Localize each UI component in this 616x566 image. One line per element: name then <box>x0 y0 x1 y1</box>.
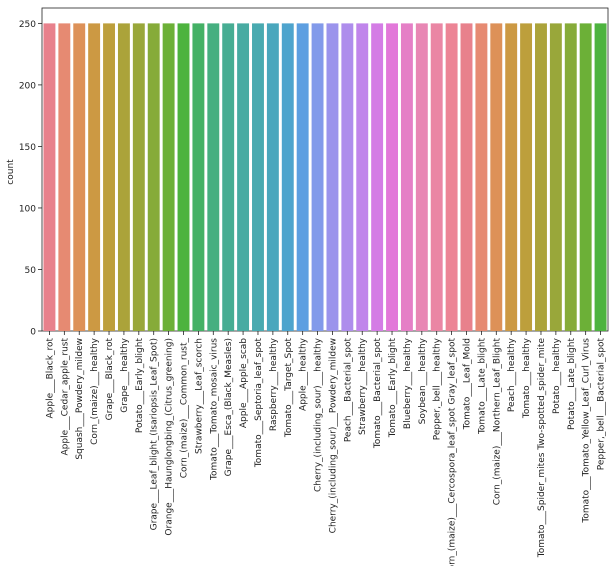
bar <box>177 23 190 331</box>
x-tick-label: Tomato___Late_blight <box>477 338 487 436</box>
x-tick-label: Corn_(maize)___healthy <box>90 337 100 445</box>
x-axis: Apple___Black_rot Apple___Cedar_apple_rus… <box>45 331 607 566</box>
bar <box>207 23 220 331</box>
x-tick-label: Raspberry___healthy <box>269 337 279 431</box>
x-tick-label: Apple___Black_rot <box>45 338 55 419</box>
bar <box>475 23 488 331</box>
bar <box>400 23 413 331</box>
y-axis-label: count <box>6 159 16 185</box>
bar <box>266 23 279 331</box>
y-tick-label: 150 <box>19 143 36 153</box>
bar <box>356 23 369 331</box>
bar <box>162 23 175 331</box>
y-axis: 0 50 100 150 200 250 <box>19 20 42 338</box>
bars <box>43 23 607 331</box>
bar <box>460 23 473 331</box>
x-tick-label: Pepper,_bell___Bacterial_spot <box>597 338 607 471</box>
x-tick-label: Orange___Haunglongbing_(Citrus_greening) <box>165 338 175 536</box>
bar <box>296 23 309 331</box>
x-tick-label: Tomato___Leaf_Mold <box>463 338 473 430</box>
plot-frame <box>41 7 609 332</box>
x-tick-label: Strawberry___healthy <box>358 337 368 435</box>
x-tick-label: Tomato___Tomato_Yellow_Leaf_Curl_Virus <box>582 338 592 524</box>
bar <box>252 23 264 331</box>
bar <box>505 23 518 331</box>
y-tick-label: 50 <box>25 266 37 276</box>
bar <box>386 23 398 331</box>
bar <box>147 23 160 331</box>
x-tick-label: Potato___Early_blight <box>135 338 145 434</box>
y-tick-label: 0 <box>30 328 36 338</box>
x-tick-label: Peach___healthy <box>507 337 517 412</box>
bar <box>326 23 339 331</box>
x-tick-label: Tomato___Target_Spot <box>284 338 294 439</box>
x-tick-label: Tomato___Early_blight <box>388 338 398 439</box>
bar <box>490 23 503 331</box>
x-tick-label: Tomato___Spider_mites Two-spotted_spider… <box>537 338 547 559</box>
x-tick-label: Peach___Bacterial_spot <box>343 338 353 443</box>
x-tick-label: Apple___Cedar_apple_rust <box>60 338 70 456</box>
bar <box>564 23 577 331</box>
bar <box>88 23 101 331</box>
x-tick-label: Potato___healthy <box>552 337 562 414</box>
x-tick-label: Grape___Esca_(Black_Measles) <box>224 338 234 476</box>
x-tick-label: Grape___Black_rot <box>105 338 115 421</box>
x-tick-label: Blueberry___healthy <box>403 337 413 429</box>
bar <box>311 23 324 331</box>
bar <box>222 23 235 331</box>
bar <box>237 23 250 331</box>
bar <box>132 23 145 331</box>
x-tick-label: Tomato___Bacterial_spot <box>373 338 383 450</box>
x-tick-label: Grape___healthy <box>120 337 130 412</box>
bar <box>579 23 592 331</box>
x-tick-label: Cherry_(including_sour)___healthy <box>314 337 324 492</box>
bar <box>535 23 547 331</box>
x-tick-label: Cherry_(including_sour)___Powdery_mildew <box>328 338 338 533</box>
bar <box>430 23 443 331</box>
x-tick-label: Tomato___Tomato_mosaic_virus <box>209 338 219 481</box>
bar <box>445 23 458 331</box>
x-tick-label: Apple___healthy <box>299 337 309 411</box>
x-tick-label: Potato___Late_blight <box>567 338 577 430</box>
bar <box>549 23 562 331</box>
x-tick-label: Strawberry___Leaf_scorch <box>194 338 204 454</box>
bar <box>415 23 428 331</box>
bar <box>520 23 533 331</box>
bar <box>192 23 205 331</box>
x-tick-label: Tomato___healthy <box>522 337 532 419</box>
bar <box>58 23 71 331</box>
y-tick-label: 100 <box>19 204 36 214</box>
x-tick-label: Grape___Leaf_blight_(Isariopsis_Leaf_Spo… <box>150 338 160 530</box>
bar <box>341 23 354 331</box>
x-tick-label: Tomato___Septoria_leaf_spot <box>254 338 264 469</box>
bar <box>103 23 115 331</box>
bar <box>371 23 384 331</box>
bar <box>281 23 294 331</box>
x-tick-label: Corn_(maize)___Cercospora_leaf_spot Gray… <box>448 338 458 566</box>
x-tick-label: Soybean___healthy <box>418 337 428 424</box>
x-tick-label: Corn_(maize)___Common_rust_ <box>180 338 190 479</box>
plot-border <box>41 7 609 332</box>
x-tick-label: Squash___Powdery_mildew <box>75 338 85 460</box>
bar <box>594 23 607 331</box>
x-tick-label: Pepper,_bell___healthy <box>433 337 443 440</box>
y-tick-label: 200 <box>19 81 36 91</box>
x-tick-label: Apple___Apple_scab <box>239 338 249 428</box>
y-tick-label: 250 <box>19 20 36 30</box>
bar <box>73 23 86 331</box>
bar <box>117 23 130 331</box>
x-tick-label: Corn_(maize)___Northern_Leaf_Blight <box>492 338 502 506</box>
bar <box>43 23 56 331</box>
